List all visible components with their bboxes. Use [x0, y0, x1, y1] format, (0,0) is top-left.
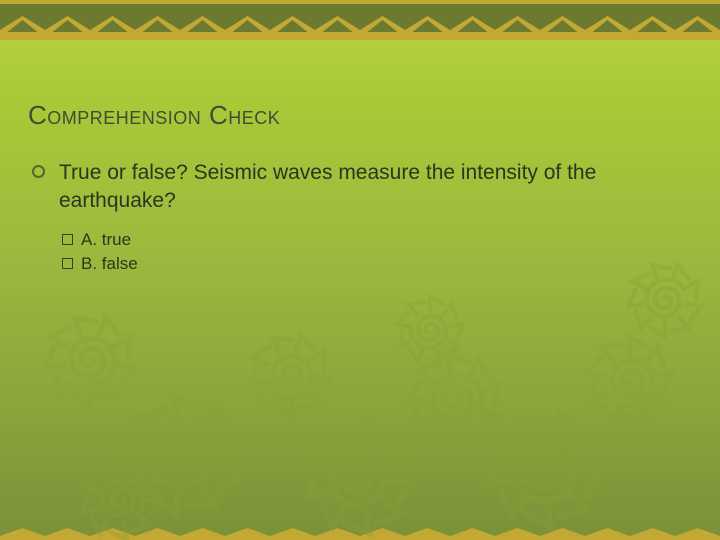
checkbox-icon[interactable]	[62, 258, 73, 269]
zigzag-top-svg	[0, 0, 720, 40]
question-row: True or false? Seismic waves measure the…	[32, 159, 692, 216]
slide-title: Comprehension Check	[28, 100, 692, 131]
zigzag-bottom-border	[0, 528, 720, 540]
answer-option-b[interactable]: B. false	[62, 254, 692, 274]
zigzag-top-border	[0, 0, 720, 40]
checkbox-icon[interactable]	[62, 234, 73, 245]
bullet-ring-icon	[32, 165, 45, 178]
answer-label: A. true	[81, 230, 131, 250]
answer-list: A. true B. false	[62, 230, 692, 274]
answer-label: B. false	[81, 254, 138, 274]
answer-option-a[interactable]: A. true	[62, 230, 692, 250]
slide-content: Comprehension Check True or false? Seism…	[28, 100, 692, 278]
question-text: True or false? Seismic waves measure the…	[59, 159, 692, 216]
zigzag-bottom-svg	[0, 528, 720, 540]
